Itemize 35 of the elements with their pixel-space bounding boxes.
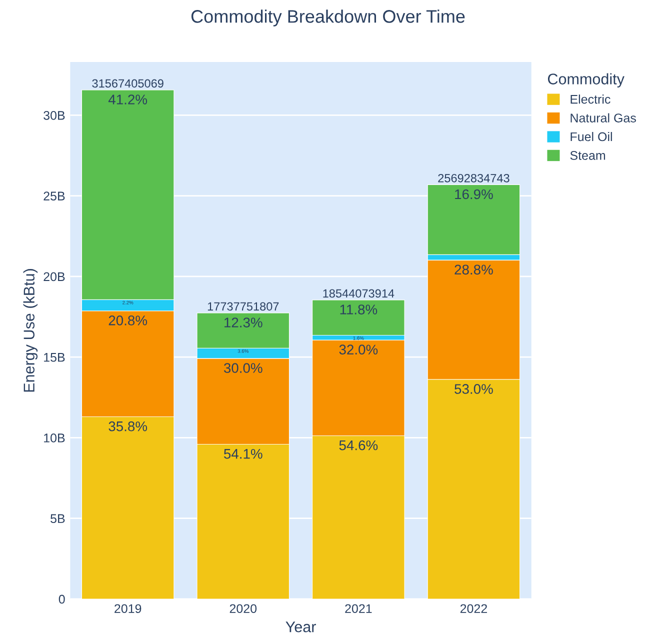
annotation: 41.2% [108,94,148,104]
annotation: 30.0% [224,363,262,373]
annotation: 16.9% [455,189,493,200]
legend-label: Natural Gas [570,113,636,122]
y-tick-label: 5B [50,514,65,524]
legend-title: Commodity [548,73,624,88]
total-label: 31567405069 [92,79,164,88]
legend-label: Electric [570,94,610,104]
chart-title: Commodity Breakdown Over Time [191,10,465,26]
x-tick-label: 2019 [114,604,142,614]
annotation: 20.8% [108,316,148,326]
annotation: 32.0% [339,344,378,355]
x-tick-label: 2021 [345,604,372,614]
total-label: 25692834743 [438,174,510,182]
y-tick-label: 25B [44,192,65,200]
annotation: 54.6% [339,440,378,450]
legend-label: Steam [570,151,606,160]
y-tick-label: 30B [44,111,65,120]
y-tick-label: 20B [44,272,65,282]
annotation: 35.8% [108,421,148,432]
annotation: 53.0% [454,384,493,394]
annotation: 28.8% [454,264,493,275]
y-axis-title: Energy Use (kBtu) [23,269,38,392]
annotation: 12.3% [224,318,262,328]
y-tick-label: 10B [44,434,65,442]
total-label: 17737751807 [208,302,279,311]
total-label: 18544073914 [323,289,394,298]
y-tick-label: 0 [58,594,65,604]
annotation: 11.8% [340,304,378,314]
annotation: 54.1% [224,448,262,459]
x-axis-title: Year [286,622,316,632]
x-tick-label: 2020 [230,604,257,614]
y-tick-label: 15B [44,353,65,362]
legend-label: Fuel Oil [570,132,612,142]
x-tick-label: 2022 [460,604,487,614]
